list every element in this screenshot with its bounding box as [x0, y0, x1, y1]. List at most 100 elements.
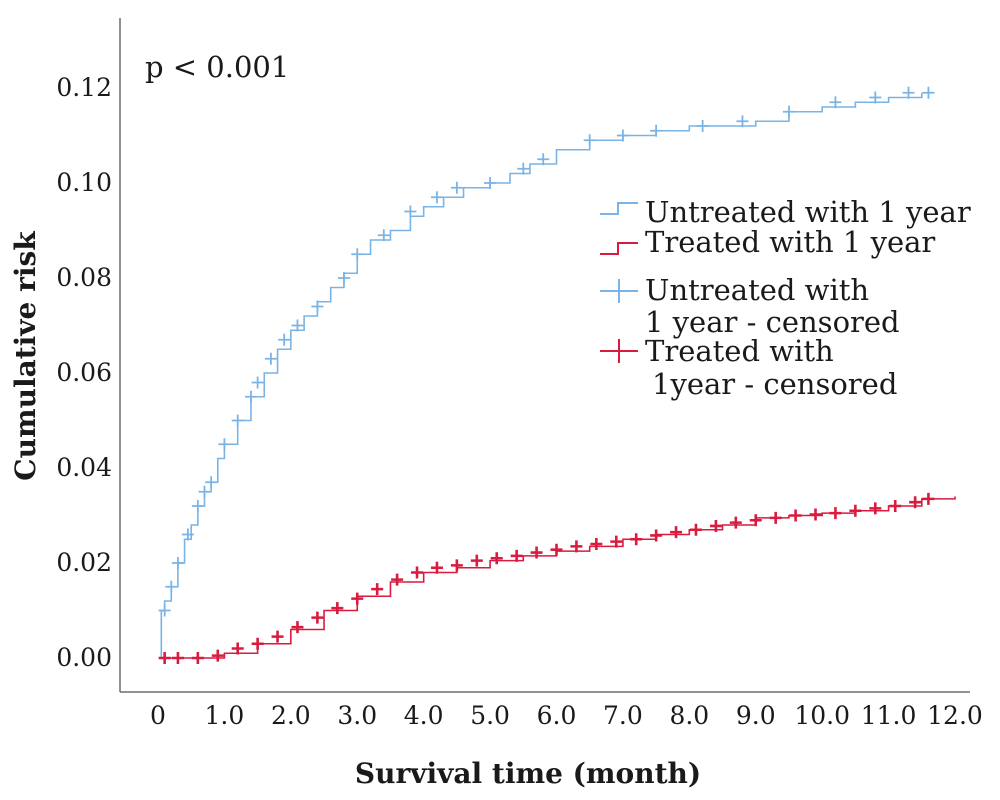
censor-mark-treated — [191, 652, 204, 664]
censor-mark-untreated — [251, 376, 264, 389]
censor-mark-treated — [510, 549, 523, 562]
censor-mark-untreated — [829, 96, 842, 109]
censor-mark-treated — [922, 492, 935, 505]
censor-mark-treated — [430, 561, 443, 574]
legend-item-untreated-censored: Untreated with 1 year - censored — [600, 273, 900, 339]
censor-mark-untreated — [650, 124, 663, 137]
censor-mark-untreated — [291, 319, 304, 332]
censor-mark-untreated — [198, 485, 211, 498]
censor-mark-untreated — [205, 476, 218, 489]
censor-mark-untreated — [264, 352, 277, 365]
legend-label-untreated-censored-line2: 1 year - censored — [645, 305, 900, 339]
censor-mark-treated — [909, 496, 922, 509]
censor-mark-treated — [231, 642, 244, 655]
censor-mark-treated — [570, 540, 583, 553]
censor-mark-treated — [211, 649, 224, 662]
censor-mark-untreated — [231, 414, 244, 427]
censor-mark-untreated — [404, 205, 417, 218]
censor-mark-treated — [869, 502, 882, 515]
y-tick-label: 0.02 — [56, 548, 112, 577]
censor-mark-treated — [371, 583, 384, 596]
censor-mark-untreated — [583, 134, 596, 147]
y-axis-title: Cumulative risk — [9, 231, 42, 481]
y-tick-label: 0.00 — [56, 643, 112, 672]
censor-mark-treated — [331, 602, 344, 615]
y-tick-labels: 0.00 0.02 0.04 0.06 0.08 0.10 0.12 — [56, 73, 112, 672]
censor-mark-treated — [590, 538, 603, 550]
x-tick-label: 12.0 — [927, 701, 983, 730]
censor-mark-untreated — [869, 91, 882, 104]
legend-plus-marker-treated — [600, 339, 638, 363]
censor-mark-untreated — [537, 153, 550, 166]
censor-mark-treated — [769, 511, 782, 524]
legend-plus-marker-untreated — [600, 279, 638, 303]
y-tick-label: 0.08 — [56, 263, 112, 292]
censor-mark-treated — [271, 630, 284, 643]
censor-mark-untreated — [517, 162, 530, 175]
censor-mark-treated — [490, 552, 503, 565]
censor-mark-untreated — [278, 333, 291, 346]
legend-step-marker-treated — [600, 242, 638, 255]
censor-mark-untreated — [181, 528, 194, 541]
censor-mark-untreated — [311, 300, 324, 313]
censor-mark-treated — [450, 559, 463, 572]
censor-mark-untreated — [171, 557, 184, 569]
x-tick-label: 4.0 — [404, 701, 444, 730]
x-tick-label: 0 — [150, 701, 166, 730]
censor-mark-untreated — [158, 604, 171, 617]
censor-mark-untreated — [484, 177, 497, 189]
x-tick-label: 1.0 — [205, 701, 245, 730]
censor-mark-treated — [291, 621, 304, 634]
censor-mark-treated — [789, 509, 802, 522]
axes — [119, 18, 970, 693]
censor-mark-untreated — [377, 229, 390, 242]
censor-mark-treated — [171, 652, 184, 664]
series-line-treated — [161, 496, 956, 659]
x-tick-label: 6.0 — [537, 701, 577, 730]
censor-mark-untreated — [736, 115, 749, 128]
x-tick-label: 2.0 — [271, 701, 311, 730]
censor-mark-treated — [709, 519, 722, 532]
censor-mark-untreated — [782, 105, 795, 118]
censor-mark-treated — [889, 500, 902, 512]
legend-label-untreated: Untreated with 1 year — [645, 195, 971, 229]
legend-label-treated: Treated with 1 year — [645, 225, 935, 259]
censor-mark-treated — [729, 516, 742, 529]
censor-mark-untreated — [191, 500, 204, 512]
censor-mark-untreated — [696, 120, 709, 132]
legend-label-treated-censored-line1: Treated with — [645, 334, 834, 368]
censor-mark-treated — [689, 523, 702, 536]
legend: Untreated with 1 year Treated with 1 yea… — [600, 195, 971, 401]
x-tick-labels: 0 1.0 2.0 3.0 4.0 5.0 6.0 7.0 8.0 9.0 10.0 11.0 12.0 — [150, 701, 983, 730]
censor-mark-treated — [749, 514, 762, 527]
censor-mark-untreated — [616, 129, 629, 142]
censor-mark-untreated — [218, 438, 231, 451]
censor-mark-treated — [670, 526, 683, 539]
censor-mark-untreated — [351, 248, 364, 261]
y-tick-label: 0.10 — [56, 168, 112, 197]
legend-label-untreated-censored-line1: Untreated with — [645, 273, 869, 307]
censor-mark-untreated — [165, 580, 178, 593]
censor-mark-treated — [158, 652, 171, 664]
censor-mark-treated — [530, 546, 543, 559]
censor-mark-treated — [610, 535, 623, 548]
legend-item-untreated: Untreated with 1 year — [600, 195, 971, 229]
legend-step-marker-untreated — [600, 202, 638, 215]
x-tick-label: 10.0 — [794, 701, 850, 730]
censor-mark-untreated — [902, 86, 915, 99]
censor-mark-treated — [251, 637, 264, 650]
p-value-annotation: p < 0.001 — [145, 50, 289, 84]
censor-mark-treated — [849, 504, 862, 517]
legend-item-treated: Treated with 1 year — [600, 225, 935, 259]
y-tick-label: 0.12 — [56, 73, 112, 102]
legend-label-treated-censored-line2: 1year - censored — [652, 367, 897, 401]
censor-mark-treated — [550, 543, 563, 556]
x-tick-label: 7.0 — [603, 701, 643, 730]
y-tick-label: 0.04 — [56, 453, 112, 482]
censor-mark-treated — [411, 566, 424, 579]
censor-mark-treated — [351, 592, 364, 605]
y-tick-label: 0.06 — [56, 358, 112, 387]
x-axis-title: Survival time (month) — [355, 757, 701, 790]
